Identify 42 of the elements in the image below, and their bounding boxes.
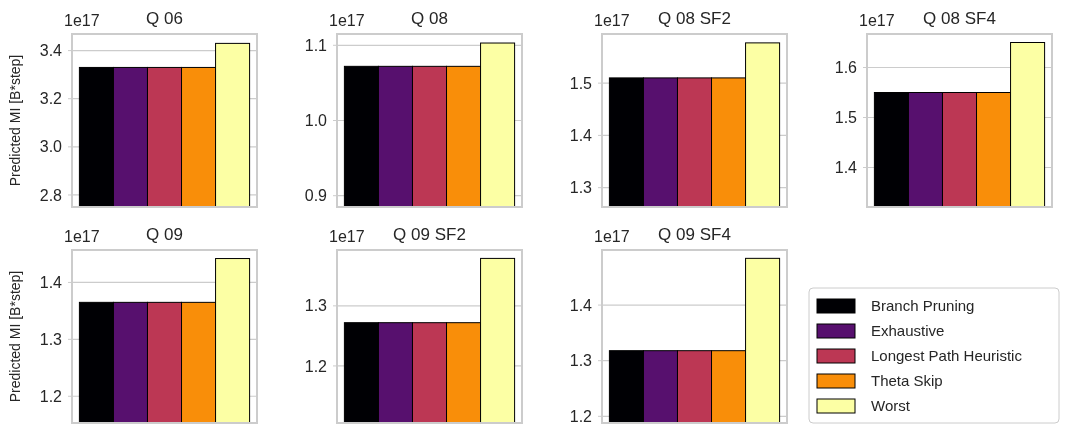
legend-label: Longest Path Heuristic: [871, 347, 1023, 365]
legend-label: Theta Skip: [871, 372, 943, 390]
y-tick-label: 1.2: [39, 387, 63, 405]
y-tick-label: 1.3: [569, 179, 593, 197]
chart-title: Q 08: [411, 9, 448, 28]
y-tick-label: 2.8: [39, 186, 63, 204]
text: 1e17: [859, 12, 895, 29]
y-tick-label: 1.6: [834, 59, 858, 77]
y-tick-label: 1.4: [39, 274, 63, 292]
legend-label: Worst: [871, 397, 911, 415]
y-tick-label: 1.5: [834, 109, 858, 127]
y-tick-label: 1.3: [304, 297, 328, 315]
y-tick-label: 1.4: [834, 159, 858, 177]
text: 1e17: [64, 12, 100, 29]
chart-title: Q 08 SF2: [658, 9, 731, 28]
y-tick-label: 1.3: [569, 352, 593, 370]
y-tick-label: 1.3: [39, 330, 63, 348]
y-tick-label: 3.4: [39, 42, 63, 60]
y-tick-label: 3.0: [39, 138, 63, 156]
legend-label: Exhaustive: [871, 322, 945, 340]
legend-label: Branch Pruning: [871, 297, 975, 315]
chart-title: Q 08 SF4: [923, 9, 996, 28]
y-axis-title: Predicted MI [B*step]: [7, 270, 23, 403]
text: 1e17: [594, 12, 630, 29]
y-tick-label: 1.5: [569, 74, 593, 92]
y-tick-label: 1.1: [304, 36, 328, 54]
text: 1e17: [329, 228, 365, 245]
chart-title: Q 09 SF4: [658, 225, 731, 244]
y-tick-label: 1.2: [304, 357, 328, 375]
text: 1e17: [329, 12, 365, 29]
text: 1e17: [64, 228, 100, 245]
chart-title: Q 06: [146, 9, 183, 28]
y-tick-label: 3.2: [39, 90, 63, 108]
y-tick-label: 1.4: [569, 127, 593, 144]
y-tick-label: 1.2: [569, 407, 593, 425]
y-axis-title: Predicted MI [B*step]: [7, 54, 23, 187]
chart-title: Q 09 SF2: [393, 225, 466, 244]
y-tick-label: 1.0: [304, 112, 328, 130]
text: 1e17: [594, 228, 630, 245]
y-tick-label: 1.4: [569, 296, 593, 314]
y-tick-label: 0.9: [304, 187, 328, 205]
chart-title: Q 09: [146, 225, 183, 244]
